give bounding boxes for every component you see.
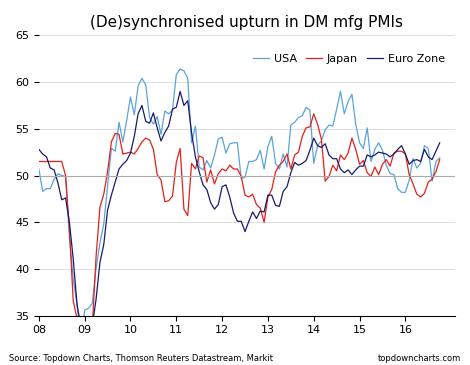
USA [281,152,286,156]
Line: USA: USA [39,69,440,340]
Japan [276,163,282,168]
USA [391,172,397,177]
Japan [273,170,278,174]
Euro Zone [303,158,309,163]
Euro Zone [47,166,53,170]
Japan [319,137,324,141]
USA [177,67,183,71]
Euro Zone [36,147,42,151]
Japan [82,364,87,365]
USA [36,167,42,171]
Japan [437,157,443,162]
Japan [311,112,317,116]
Euro Zone [437,141,443,145]
Euro Zone [391,152,397,156]
Title: (De)synchronised upturn in DM mfg PMIs: (De)synchronised upturn in DM mfg PMIs [90,15,403,30]
USA [47,187,53,191]
USA [437,155,443,160]
Line: Euro Zone: Euro Zone [39,91,440,330]
Japan [47,159,53,164]
Line: Japan: Japan [39,114,440,365]
Japan [391,151,397,155]
Euro Zone [177,89,183,93]
Japan [299,134,305,138]
USA [276,167,282,171]
Legend: USA, Japan, Euro Zone: USA, Japan, Euro Zone [248,49,449,68]
Euro Zone [276,204,282,208]
USA [78,338,84,342]
Japan [36,159,42,164]
Euro Zone [319,145,324,150]
Euro Zone [281,189,286,193]
USA [303,105,309,110]
USA [319,139,324,143]
Euro Zone [86,327,91,332]
Text: topdowncharts.com: topdowncharts.com [377,354,461,363]
Text: Source: Topdown Charts, Thomson Reuters Datastream, Markit: Source: Topdown Charts, Thomson Reuters … [9,354,274,363]
